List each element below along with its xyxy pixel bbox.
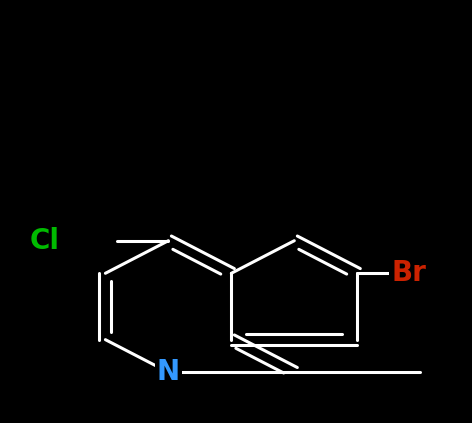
Text: Cl: Cl (30, 227, 60, 255)
Text: N: N (157, 358, 180, 386)
Text: Br: Br (391, 259, 426, 287)
